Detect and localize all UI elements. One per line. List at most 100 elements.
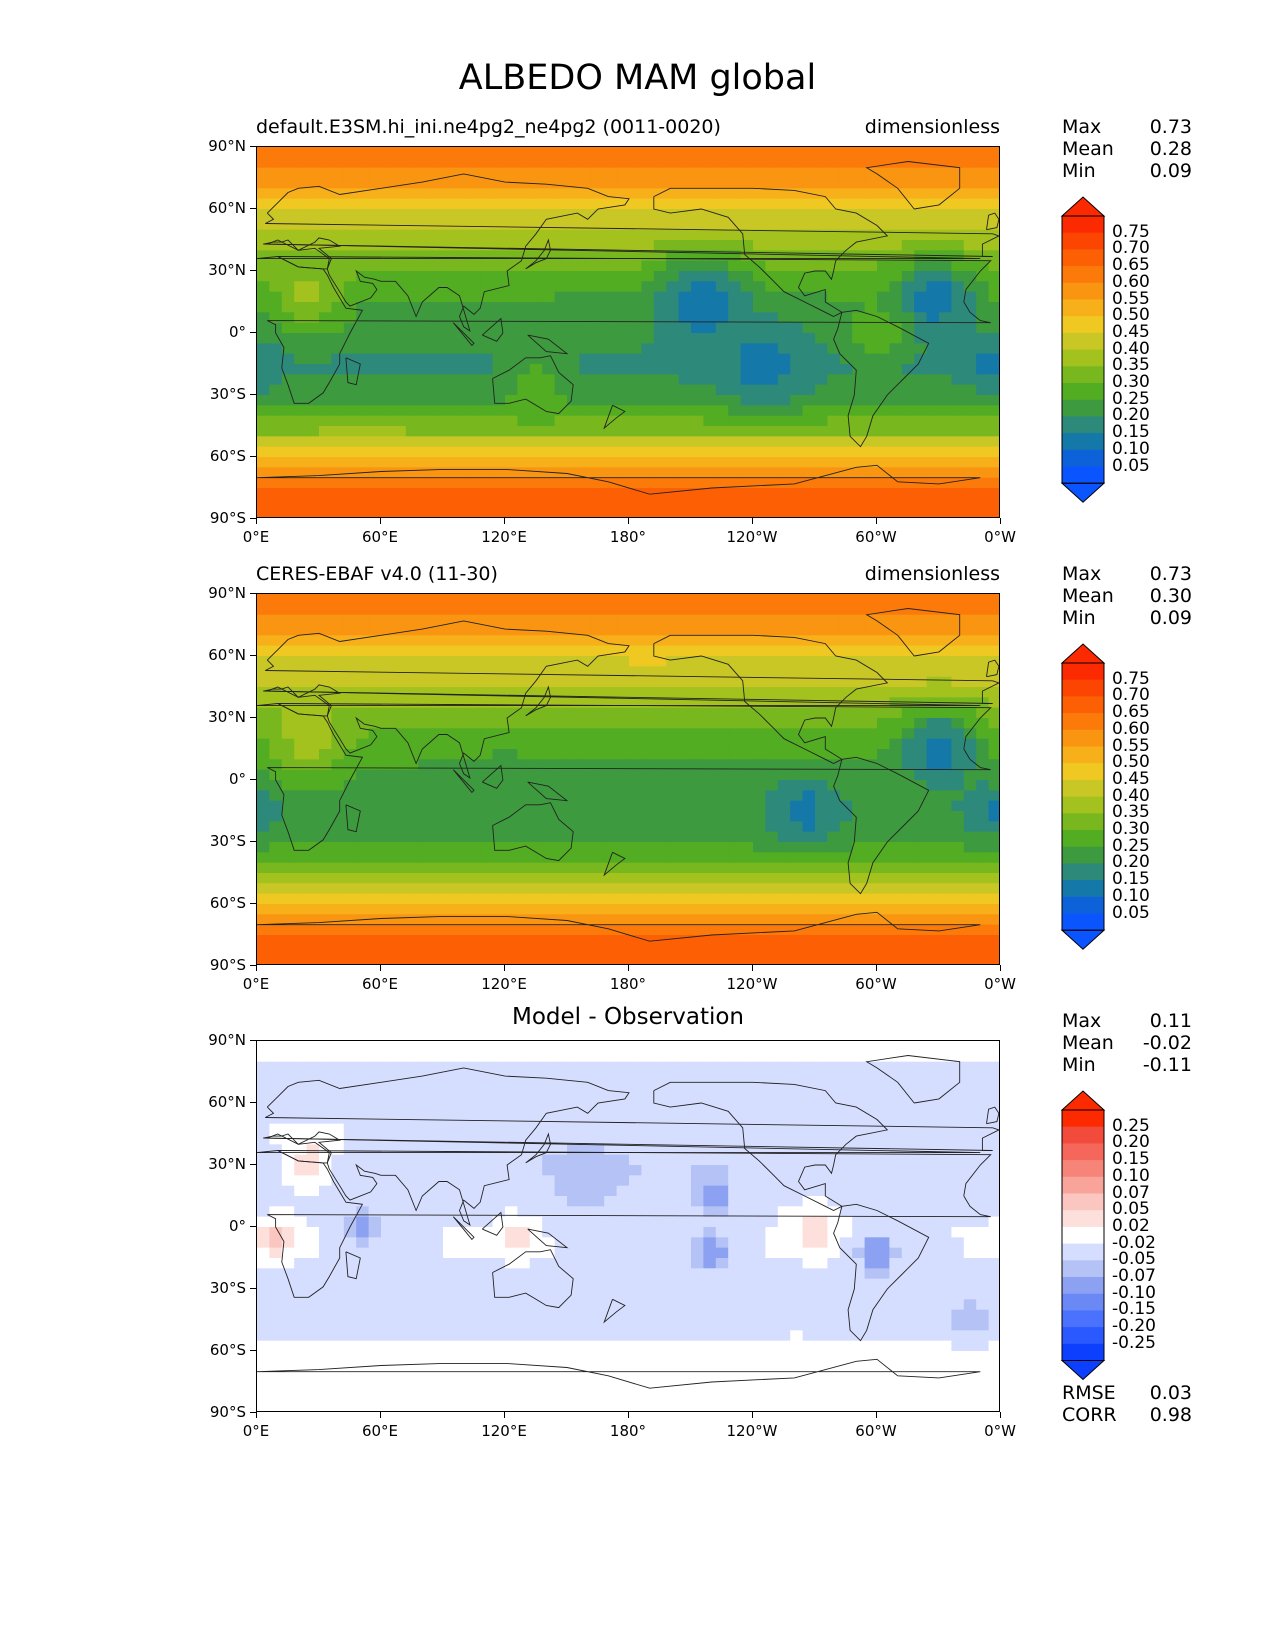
map-cell [480,924,494,936]
map-cell [678,914,692,926]
map-cell [393,467,407,479]
map-cell [294,374,308,386]
map-cell [281,914,295,926]
map-cell [877,426,890,437]
map-cell [852,666,866,678]
map-cell [492,446,506,458]
map-cell [319,604,332,616]
map-cell [281,405,295,417]
map-cell [963,594,977,605]
map-cell [492,873,506,884]
map-cell [852,1113,866,1125]
map-cell [542,749,556,760]
map-cell [815,645,828,657]
map-cell [926,780,940,791]
map-cell [777,707,791,719]
colorbar-band [1062,679,1104,697]
map-cell [343,707,357,719]
map-cell [877,759,890,771]
map-cell [790,260,804,272]
map-cell [368,945,382,957]
map-cell [753,676,766,688]
map-cell [393,405,407,417]
map-cell [703,291,717,303]
map-cell [864,707,878,719]
map-cell [467,893,481,905]
map-cell [616,1082,630,1094]
map-cell [455,821,469,833]
map-cell [765,374,779,386]
map-cell [542,780,556,791]
map-cell [951,1041,965,1052]
map-cell [864,883,878,895]
map-cell [678,955,692,964]
map-cell [319,769,332,781]
map-cell [381,697,394,709]
map-cell [790,157,804,169]
map-cell [319,291,332,303]
map-cell [480,415,494,427]
map-cell [405,353,419,365]
map-cell [839,676,853,688]
map-cell [740,1103,754,1114]
map-cell [839,188,853,200]
map-cell [443,1072,456,1083]
map-cell [616,250,630,262]
map-cell [567,780,580,791]
map-cell [604,749,618,760]
map-cell [567,790,580,802]
map-cell [542,364,556,375]
map-cell [567,749,580,760]
map-cell [666,697,680,709]
map-cell [306,281,320,293]
map-cell [269,893,283,905]
map-cell [864,852,878,864]
map-cell [467,873,481,884]
map-cell [802,167,816,179]
map-cell [542,415,556,427]
map-cell [827,498,841,510]
map-cell [505,1082,518,1094]
map-cell [827,281,841,293]
map-cell [418,250,432,262]
map-cell [517,229,531,241]
map-cell [864,1082,878,1094]
map-cell [889,945,903,957]
map-cell [529,333,543,344]
map-cell [294,800,308,812]
map-cell [443,935,456,946]
map-cell [777,1061,791,1073]
map-cell [852,707,866,719]
map-cell [319,800,332,812]
map-cell [418,229,432,241]
map-cell [963,1061,977,1073]
y-tick-mark [250,270,256,271]
colorbar-extend-bottom [1060,929,1106,950]
map-cell [914,945,928,957]
map-cell [715,728,729,740]
map-cell [616,446,630,458]
map-cell [281,364,295,375]
map-cell [269,955,283,964]
map-cell [877,508,890,517]
map-cell [405,322,419,334]
map-cell [728,229,742,241]
map-cell [529,374,543,386]
map-cell [443,759,456,771]
map-cell [306,666,320,678]
map-cell [753,790,766,802]
map-cell [827,873,841,884]
map-cell [393,1092,407,1104]
map-cell [753,945,766,957]
map-cell [281,426,295,437]
map-cell [864,198,878,210]
map-cell [579,883,593,895]
map-cell [901,935,915,946]
map-cell [306,333,320,344]
map-cell [703,893,717,905]
map-cell [641,1103,655,1114]
map-cell [963,364,977,375]
map-cell [554,250,568,262]
map-cell [852,426,866,437]
map-cell [703,188,717,200]
